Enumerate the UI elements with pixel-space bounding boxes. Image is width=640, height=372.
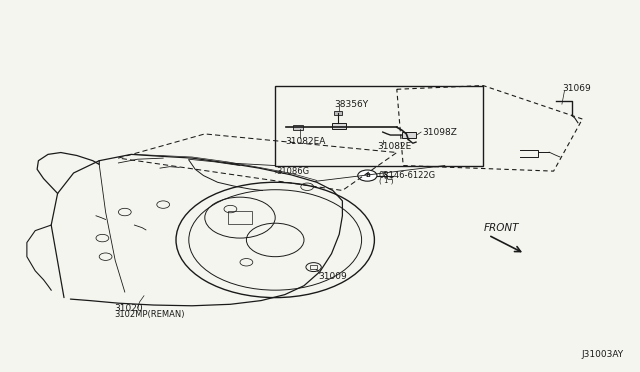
Text: 31082EA: 31082EA [285, 137, 325, 146]
Text: 31086G: 31086G [276, 167, 310, 176]
Text: 31069: 31069 [562, 84, 591, 93]
Circle shape [358, 170, 377, 181]
Text: ( 1 ): ( 1 ) [379, 178, 394, 185]
Text: 3102MP(REMAN): 3102MP(REMAN) [114, 310, 184, 319]
Bar [332, 123, 346, 129]
Text: 31098Z: 31098Z [422, 128, 457, 137]
Bar [334, 111, 342, 115]
Bar [228, 211, 252, 224]
Text: B: B [365, 173, 370, 178]
Text: 31020: 31020 [114, 304, 143, 312]
Bar [402, 132, 416, 138]
Text: FRONT: FRONT [484, 223, 519, 232]
Bar [310, 265, 317, 269]
Text: 08146-6122G: 08146-6122G [379, 171, 436, 180]
Text: 31009: 31009 [319, 272, 348, 280]
Text: 38356Y: 38356Y [334, 100, 368, 109]
Bar [293, 125, 303, 130]
Text: J31003AY: J31003AY [582, 350, 624, 359]
Text: 31082E: 31082E [378, 142, 412, 151]
Bar [275, 86, 483, 166]
